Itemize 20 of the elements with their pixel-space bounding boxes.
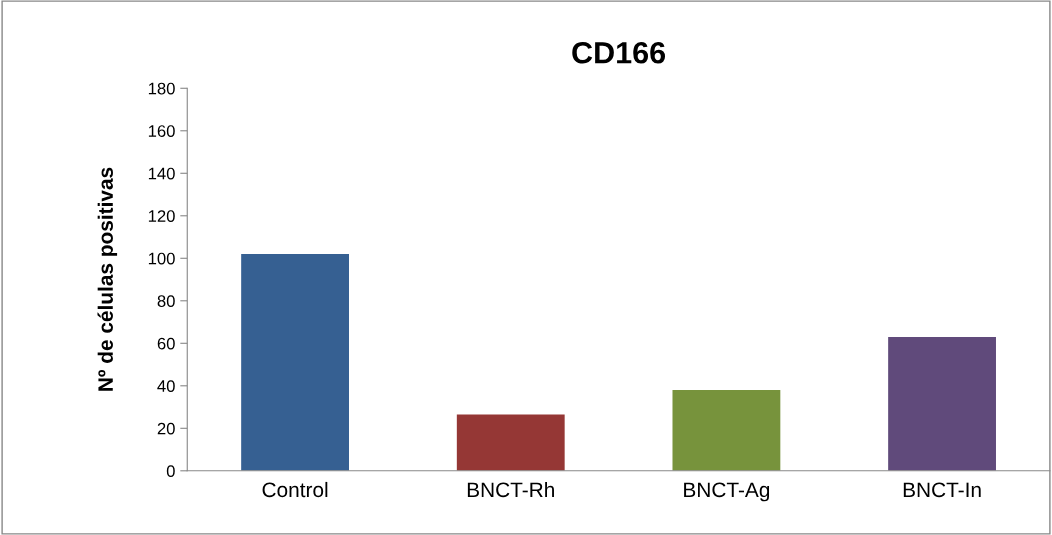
y-tick-label: 100 xyxy=(148,252,175,265)
bar xyxy=(888,336,996,471)
y-tick-label: 160 xyxy=(148,125,175,137)
y-axis-title: Nº de células positivas xyxy=(97,167,118,391)
chart-title: CD166 xyxy=(572,41,666,64)
y-tick-label: 120 xyxy=(148,210,175,222)
y-tick-label: 180 xyxy=(148,82,175,95)
x-tick-label: BNCT-In xyxy=(903,482,981,498)
bar xyxy=(241,254,349,471)
bar xyxy=(456,414,565,471)
y-tick-label: 140 xyxy=(148,167,175,180)
bar xyxy=(672,390,781,471)
y-tick-label: 60 xyxy=(157,337,175,350)
x-tick-label: BNCT-Ag xyxy=(684,482,770,502)
y-tick-label: 80 xyxy=(157,295,175,307)
x-tick-label: BNCT-Rh xyxy=(467,481,554,498)
x-tick-label: Control xyxy=(262,481,328,498)
y-tick-label: 0 xyxy=(166,465,175,477)
y-tick-label: 20 xyxy=(157,422,175,435)
y-tick-label: 40 xyxy=(157,380,175,392)
